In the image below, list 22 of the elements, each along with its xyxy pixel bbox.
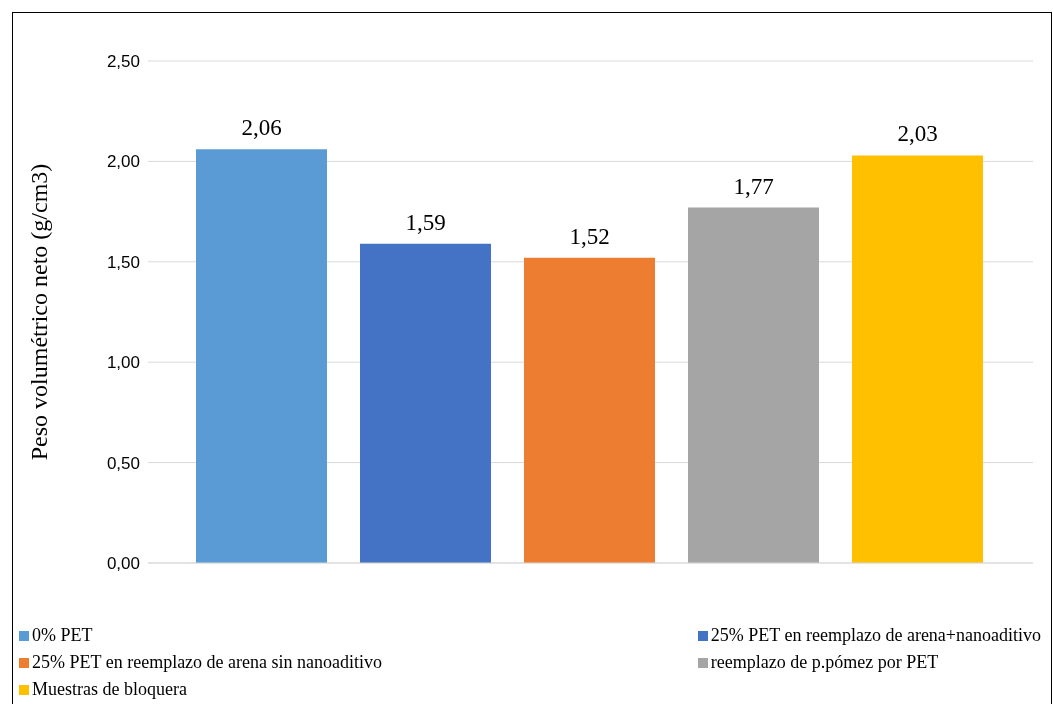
- data-label: 1,77: [733, 173, 774, 199]
- legend-label: Muestras de bloquera: [32, 679, 187, 700]
- data-label: 1,59: [405, 209, 446, 235]
- y-tick-label: 2,00: [106, 152, 140, 172]
- y-tick-label: 1,50: [106, 252, 140, 272]
- bar: [196, 149, 327, 563]
- legend-label: 0% PET: [32, 625, 93, 646]
- legend-label: reemplazo de p.pómez por PET: [710, 652, 939, 673]
- y-tick-label: 2,50: [106, 52, 140, 72]
- y-axis-title: Peso volumétrico neto (g/cm3): [25, 163, 52, 461]
- data-label: 2,03: [897, 121, 938, 147]
- bar: [524, 257, 655, 563]
- data-label: 1,52: [569, 223, 610, 249]
- legend-label: 25% PET en reemplazo de arena+nanoaditivo: [710, 625, 1041, 646]
- legend-label: 25% PET en reemplazo de arena sin nanoaditivo: [32, 652, 383, 673]
- bar: [852, 155, 983, 563]
- bar: [688, 207, 819, 563]
- y-tick-label: 0,50: [106, 453, 140, 473]
- bar: [360, 243, 491, 563]
- y-tick-label: 0,00: [106, 554, 140, 574]
- y-tick-label: 1,00: [106, 353, 140, 373]
- data-label: 2,06: [241, 115, 282, 141]
